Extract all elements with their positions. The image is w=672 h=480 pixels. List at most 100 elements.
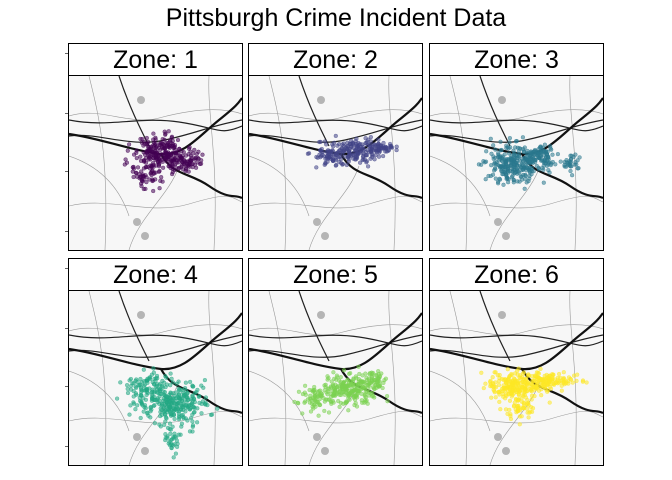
incident-point: [532, 158, 538, 163]
highway: [69, 119, 242, 132]
incident-point: [509, 390, 514, 395]
incident-point: [180, 412, 185, 417]
incident-point: [355, 383, 360, 388]
incident-point: [385, 393, 390, 399]
minor-road: [69, 109, 242, 121]
incident-point: [171, 158, 176, 163]
incident-point: [172, 167, 177, 173]
incident-point: [577, 155, 582, 160]
terrain-mark: [498, 311, 506, 319]
incident-point: [350, 140, 355, 145]
incident-point: [141, 409, 146, 414]
incident-point: [481, 385, 486, 391]
incident-point: [160, 159, 165, 164]
minor-road: [430, 155, 491, 217]
incident-point: [192, 390, 197, 396]
incident-point: [314, 165, 319, 170]
incident-point: [331, 392, 336, 397]
incident-point: [195, 160, 200, 165]
incident-point: [157, 422, 162, 427]
incident-point: [496, 158, 501, 163]
incident-point: [529, 382, 534, 387]
terrain-mark: [317, 96, 325, 104]
incident-point: [172, 143, 178, 148]
incident-point: [351, 395, 356, 400]
incident-point: [548, 144, 553, 149]
axis-tick: [65, 231, 68, 232]
incident-point: [325, 397, 330, 402]
incident-point: [568, 376, 573, 381]
basemap-background: [69, 76, 242, 250]
incident-point: [515, 158, 520, 163]
incident-point: [517, 422, 522, 427]
incident-point: [176, 432, 181, 437]
minor-road: [249, 109, 422, 121]
incident-point: [371, 393, 376, 399]
incident-point: [151, 366, 156, 371]
incident-point: [124, 160, 129, 165]
incident-point: [534, 386, 539, 391]
facet-panel-zone-3: Zone: 3: [429, 43, 604, 251]
river: [160, 312, 242, 371]
minor-road: [569, 291, 577, 465]
incident-point: [175, 137, 181, 143]
incident-point: [141, 166, 146, 171]
incident-point: [479, 370, 484, 375]
incident-point: [187, 407, 193, 412]
terrain-mark: [494, 433, 502, 441]
incident-point: [341, 368, 347, 373]
incident-point: [507, 407, 512, 412]
incident-point: [511, 180, 516, 185]
incident-point: [151, 188, 156, 194]
incident-point: [373, 383, 378, 388]
incident-point: [491, 154, 496, 159]
chart-title: Pittsburgh Crime Incident Data: [165, 4, 507, 32]
incident-point: [140, 403, 145, 408]
incident-point: [183, 380, 188, 385]
incident-point: [307, 387, 312, 393]
incident-point: [312, 387, 317, 393]
incident-point: [536, 380, 541, 385]
incident-point: [151, 131, 156, 136]
incident-point: [531, 169, 536, 174]
incident-point: [564, 157, 569, 163]
highway: [69, 334, 242, 358]
incident-point: [542, 161, 547, 166]
terrain-mark: [502, 232, 510, 240]
minor-road: [430, 324, 603, 336]
incident-point: [385, 399, 390, 404]
incident-point: [322, 383, 327, 388]
incident-point: [203, 401, 208, 407]
incident-point: [191, 410, 196, 415]
incident-point: [525, 373, 530, 378]
terrain-mark: [321, 232, 329, 240]
minor-road: [268, 76, 287, 250]
incident-point: [138, 415, 143, 421]
incident-point: [548, 162, 553, 168]
incident-point: [136, 383, 141, 388]
incident-point: [499, 147, 504, 153]
minor-road: [69, 155, 130, 217]
incident-point: [141, 157, 147, 163]
incident-point: [324, 149, 329, 154]
incident-point: [200, 152, 205, 157]
terrain-mark: [498, 96, 506, 104]
incident-point: [520, 375, 525, 380]
incident-point: [491, 143, 496, 148]
incident-point: [145, 411, 150, 416]
incident-point: [148, 415, 153, 420]
highway: [249, 119, 422, 143]
incident-point: [545, 149, 550, 154]
incident-point: [295, 400, 300, 405]
terrain-mark: [321, 447, 329, 455]
incident-point: [503, 392, 508, 397]
incident-point: [183, 153, 189, 158]
incident-point: [148, 157, 153, 162]
incident-point: [493, 370, 498, 375]
incident-point: [570, 173, 575, 178]
incident-point: [550, 152, 555, 157]
axis-tick: [65, 328, 68, 329]
incident-point: [181, 416, 186, 421]
incident-point: [346, 391, 351, 397]
incident-point: [519, 162, 524, 167]
